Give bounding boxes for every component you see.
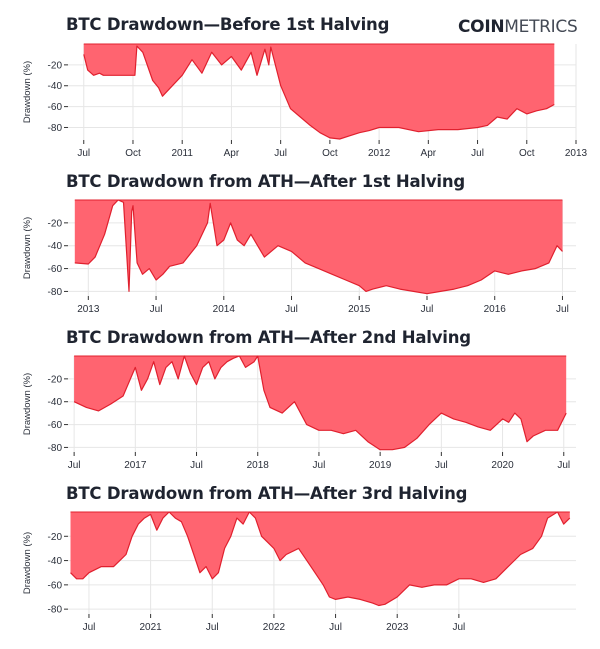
x-tick-label: Jul: [206, 622, 219, 633]
x-tick-label: 2017: [124, 460, 147, 471]
drawdown-area: [74, 356, 567, 450]
x-tick-label: Jul: [83, 622, 96, 633]
chart-3: -20 -40 -60 -80 Jul 2017 Jul 2018 Jul 2019 Jul 2020…: [22, 355, 576, 471]
x-tick-label: Jul: [435, 460, 448, 471]
chart-2: -20 -40 -60 -80 2013 Jul 2014 Jul 2015 Jul 2016 Jul…: [22, 199, 576, 315]
x-tick-label: Jul: [556, 304, 569, 315]
y-tick-label: -40: [48, 241, 63, 252]
y-tick-label: -80: [48, 443, 63, 454]
drawdown-area: [83, 44, 555, 139]
x-tick-label: Jul: [557, 460, 570, 471]
drawdown-line: [83, 45, 555, 140]
x-tick-label: Jul: [274, 148, 287, 159]
drawdown-line: [73, 355, 567, 451]
y-tick-label: -20: [48, 374, 63, 385]
y-axis-label: Drawdown (%): [22, 61, 33, 123]
x-tick-label: Oct: [519, 148, 535, 159]
drawdown-area: [70, 512, 570, 606]
x-tick-label: Jul: [329, 622, 342, 633]
x-tick-label: 2013: [565, 148, 588, 159]
x-tick-label: Jul: [77, 148, 90, 159]
x-tick-label: Apr: [421, 148, 437, 159]
x-tick-label: Jul: [313, 460, 326, 471]
x-tick-label: 2016: [484, 304, 507, 315]
x-tick-label: Apr: [224, 148, 240, 159]
y-tick-label: -80: [48, 123, 63, 134]
y-axis-label: Drawdown (%): [22, 217, 33, 279]
x-tick-label: Jul: [190, 460, 203, 471]
x-tick-label: 2013: [77, 304, 100, 315]
y-tick-label: -40: [48, 81, 63, 92]
y-tick-label: -60: [48, 420, 63, 431]
y-tick-label: -40: [48, 556, 63, 567]
x-tick-label: 2020: [491, 460, 514, 471]
x-tick-label: 2015: [348, 304, 371, 315]
y-tick-label: -20: [48, 532, 63, 543]
drawdown-area: [74, 200, 563, 294]
brand-logo: COINMETRICS: [458, 17, 578, 37]
y-tick-label: -80: [48, 287, 63, 298]
y-tick-label: -80: [48, 605, 63, 616]
y-axis-label: Drawdown (%): [22, 532, 33, 594]
chart-2-title: BTC Drawdown from ATH—After 1st Halving: [66, 172, 466, 191]
y-tick-label: -60: [48, 580, 63, 591]
brand-logo-light: METRICS: [504, 17, 578, 37]
chart-4: -20 -40 -60 -80 Jul 2021 Jul 2022 Jul 2023 Jul Draw…: [22, 511, 576, 633]
x-tick-label: Jul: [150, 304, 163, 315]
x-tick-label: 2023: [386, 622, 409, 633]
x-tick-label: 2019: [369, 460, 392, 471]
chart-1-title: BTC Drawdown—Before 1st Halving: [66, 15, 390, 34]
x-tick-label: Oct: [125, 148, 141, 159]
x-tick-label: Jul: [285, 304, 298, 315]
chart-4-title: BTC Drawdown from ATH—After 3rd Halving: [66, 484, 468, 503]
x-tick-label: Jul: [421, 304, 434, 315]
y-tick-label: -60: [48, 102, 63, 113]
x-tick-label: 2011: [171, 148, 193, 159]
x-tick-label: Oct: [322, 148, 338, 159]
y-axis-label: Drawdown (%): [22, 373, 33, 435]
x-tick-label: 2012: [368, 148, 391, 159]
x-tick-label: 2014: [213, 304, 236, 315]
chart-1: -20 -40 -60 -80 Jul Oct 2011 Apr Jul Oct 2012 Apr Ju…: [22, 43, 588, 159]
x-tick-label: 2021: [139, 622, 162, 633]
drawdown-line: [70, 511, 571, 607]
x-tick-label: 2022: [263, 622, 286, 633]
brand-logo-bold: COIN: [458, 17, 505, 37]
y-tick-label: -60: [48, 264, 63, 275]
x-tick-label: Jul: [471, 148, 484, 159]
y-tick-label: -40: [48, 397, 63, 408]
x-tick-label: 2018: [247, 460, 270, 471]
y-tick-label: -20: [48, 218, 63, 229]
x-tick-label: Jul: [452, 622, 465, 633]
chart-3-title: BTC Drawdown from ATH—After 2nd Halving: [66, 328, 471, 347]
y-tick-label: -20: [48, 60, 63, 71]
drawdown-line: [74, 199, 563, 295]
x-tick-label: Jul: [68, 460, 81, 471]
